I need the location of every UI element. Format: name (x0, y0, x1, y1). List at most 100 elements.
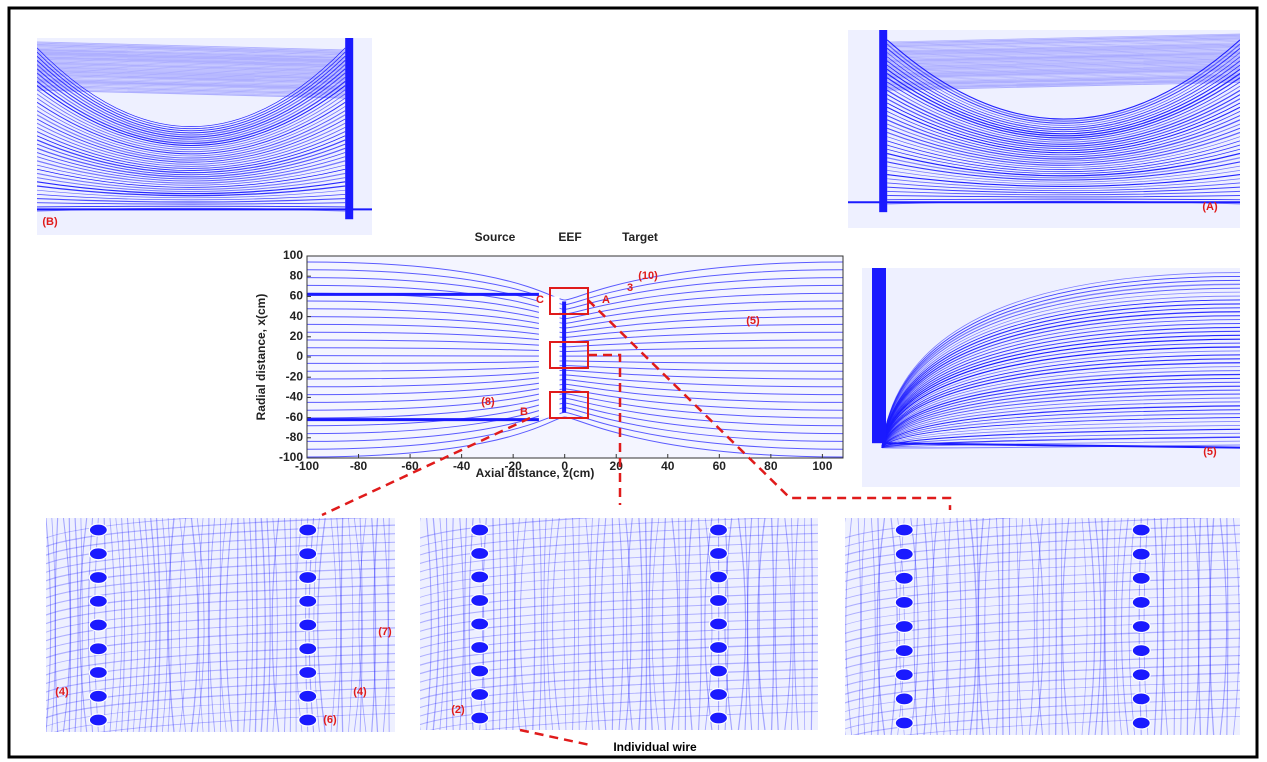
streamline (887, 61, 1240, 71)
streamline (138, 518, 146, 732)
streamline (887, 80, 1240, 90)
streamline (37, 55, 346, 132)
wire (88, 665, 108, 680)
streamline (37, 88, 346, 98)
streamline (459, 518, 465, 730)
streamline (887, 71, 1240, 81)
streamline (913, 518, 918, 735)
streamline (1193, 518, 1200, 735)
streamline (886, 102, 1240, 152)
streamline (881, 413, 1240, 448)
streamline (851, 707, 1240, 735)
streamline (887, 157, 1240, 179)
x-tick-label: -100 (295, 459, 319, 473)
wire (298, 689, 318, 703)
panel-group (848, 30, 1240, 228)
streamline (46, 575, 395, 608)
frame (7, 6, 1259, 759)
streamline (887, 45, 1240, 55)
streamline (757, 518, 760, 730)
streamline (373, 518, 379, 732)
streamline (698, 518, 702, 730)
streamline (886, 73, 1240, 137)
wire (708, 640, 729, 655)
streamline (420, 643, 818, 675)
x-tick-label: 0 (561, 459, 568, 473)
plot-annotation: (5) (746, 315, 760, 327)
wire (708, 617, 729, 631)
streamline (37, 172, 346, 190)
streamline (382, 518, 389, 732)
streamline (1094, 518, 1102, 735)
streamline (886, 131, 1240, 166)
streamline (420, 532, 818, 564)
streamline (910, 518, 919, 735)
streamline (930, 518, 938, 735)
streamline (46, 636, 395, 667)
streamline (881, 436, 1240, 449)
wire (298, 618, 318, 632)
streamline (1001, 518, 1004, 735)
streamline (887, 37, 1240, 47)
streamline (594, 518, 600, 730)
streamline (37, 57, 346, 67)
wire (708, 523, 729, 537)
streamline (46, 678, 395, 710)
streamline (68, 518, 72, 732)
panel-label: (B) (42, 216, 58, 228)
streamline (611, 518, 615, 730)
streamline (46, 518, 52, 732)
streamline (845, 654, 1240, 687)
streamline (144, 518, 151, 732)
streamline (37, 83, 346, 93)
x-tick-label: -20 (504, 459, 522, 473)
streamline (46, 652, 395, 685)
streamline (420, 660, 818, 692)
streamline (881, 385, 1240, 448)
streamline (887, 60, 1240, 70)
streamline (887, 198, 1240, 201)
streamline (845, 611, 1240, 643)
streamline (420, 518, 596, 539)
streamline (37, 46, 346, 56)
streamline (887, 42, 1240, 51)
streamline (886, 85, 1240, 143)
y-tick-label: 80 (290, 268, 304, 282)
plot-annotation: 3 (627, 282, 633, 294)
streamline (37, 131, 346, 169)
streamline (37, 72, 346, 82)
streamline (887, 48, 1240, 58)
panel-label: (4) (353, 686, 367, 698)
streamline (46, 687, 395, 719)
streamline (793, 518, 799, 730)
streamline (845, 518, 1018, 539)
panel-group (37, 38, 372, 235)
streamline (886, 60, 1240, 131)
streamline (638, 518, 644, 730)
streamline (272, 518, 278, 732)
streamline (1153, 518, 1159, 735)
streamline (46, 695, 395, 727)
streamline (737, 518, 747, 730)
x-tick-label: 40 (661, 459, 675, 473)
y-tick-label: -60 (286, 410, 304, 424)
streamline (1008, 518, 1011, 735)
streamline (37, 63, 346, 73)
streamline (1173, 518, 1176, 735)
streamline (886, 81, 1240, 141)
streamline (1061, 518, 1070, 735)
streamline (886, 77, 1240, 139)
streamline (1028, 518, 1035, 735)
streamline (519, 518, 527, 730)
wire (298, 523, 318, 537)
wire (1131, 644, 1151, 658)
panel-label: (2) (451, 704, 465, 716)
streamline (956, 518, 962, 735)
streamline (420, 524, 818, 556)
plot-bg (307, 256, 843, 458)
streamline (887, 73, 1240, 82)
streamline (887, 111, 1240, 156)
streamline (946, 518, 951, 735)
streamline (198, 518, 204, 732)
streamline (1060, 518, 1063, 735)
